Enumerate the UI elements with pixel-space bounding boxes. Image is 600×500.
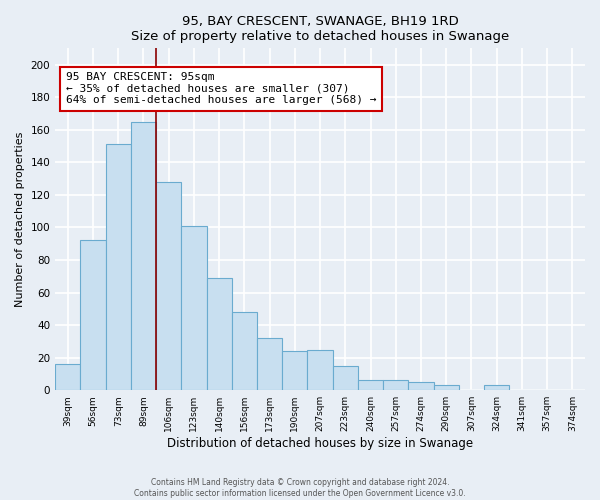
Bar bbox=[232, 312, 257, 390]
Bar bbox=[206, 278, 232, 390]
Bar bbox=[383, 380, 409, 390]
Bar bbox=[181, 226, 206, 390]
X-axis label: Distribution of detached houses by size in Swanage: Distribution of detached houses by size … bbox=[167, 437, 473, 450]
Text: Contains HM Land Registry data © Crown copyright and database right 2024.
Contai: Contains HM Land Registry data © Crown c… bbox=[134, 478, 466, 498]
Bar bbox=[484, 386, 509, 390]
Bar bbox=[156, 182, 181, 390]
Bar bbox=[106, 144, 131, 390]
Bar bbox=[434, 386, 459, 390]
Bar bbox=[409, 382, 434, 390]
Bar bbox=[55, 364, 80, 390]
Bar bbox=[332, 366, 358, 390]
Bar bbox=[131, 122, 156, 390]
Bar bbox=[80, 240, 106, 390]
Bar bbox=[358, 380, 383, 390]
Title: 95, BAY CRESCENT, SWANAGE, BH19 1RD
Size of property relative to detached houses: 95, BAY CRESCENT, SWANAGE, BH19 1RD Size… bbox=[131, 15, 509, 43]
Y-axis label: Number of detached properties: Number of detached properties bbox=[15, 132, 25, 307]
Text: 95 BAY CRESCENT: 95sqm
← 35% of detached houses are smaller (307)
64% of semi-de: 95 BAY CRESCENT: 95sqm ← 35% of detached… bbox=[66, 72, 376, 106]
Bar bbox=[282, 351, 307, 390]
Bar bbox=[257, 338, 282, 390]
Bar bbox=[307, 350, 332, 390]
